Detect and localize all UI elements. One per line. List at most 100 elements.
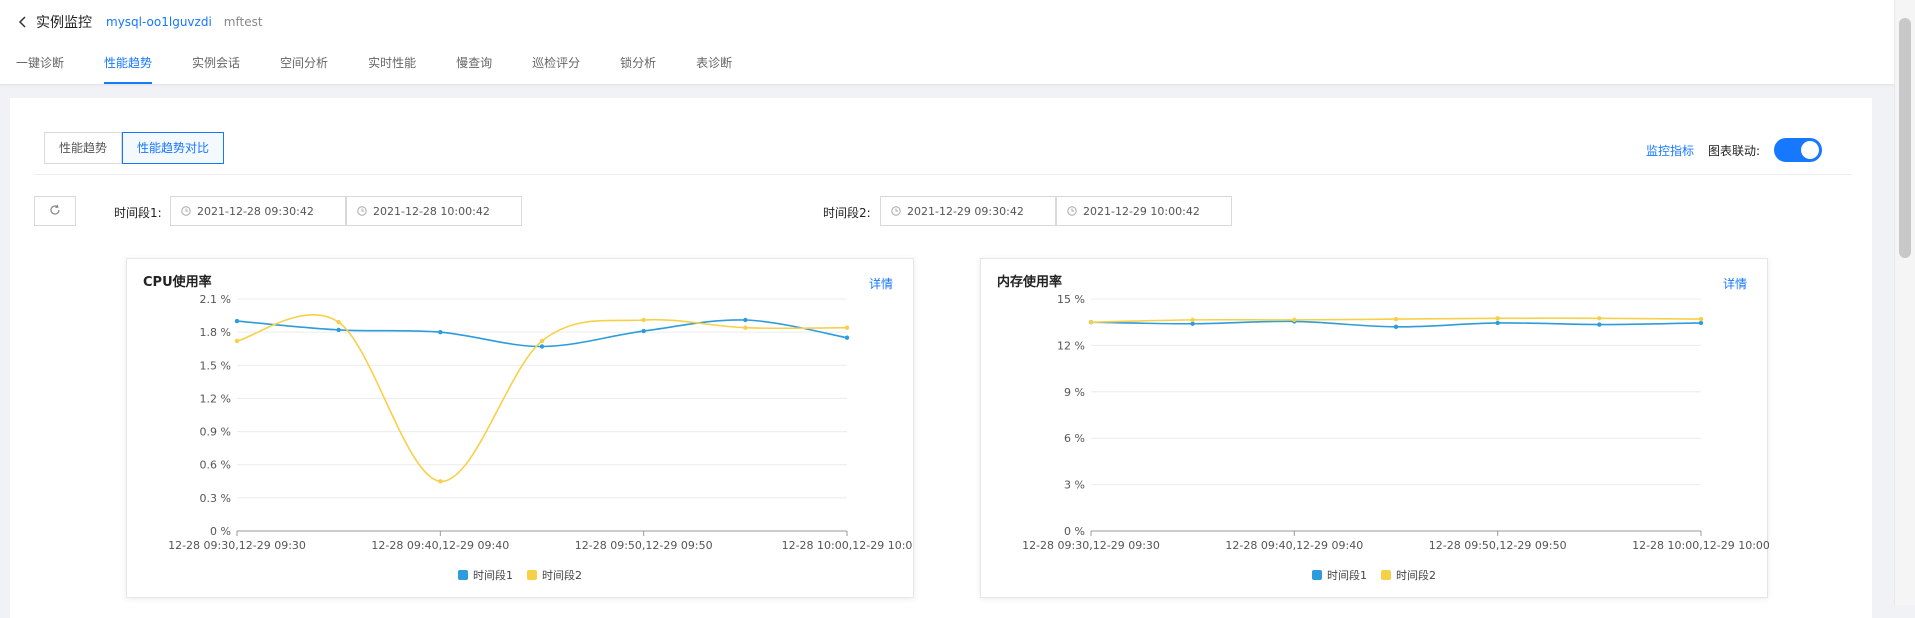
top-header: 实例监控 mysql-oo1lguvzdi mftest 一键诊断 性能趋势 实… [0,0,1895,85]
chart-controls: 监控指标 图表联动: [1472,138,1872,162]
chevron-left-icon[interactable] [16,12,28,32]
range1-label: 时间段1: [114,206,162,220]
y-tick-label: 1.2 % [200,392,231,405]
data-point[interactable] [1698,316,1704,322]
data-point[interactable] [1393,324,1399,330]
range2-start-input[interactable]: 2021-12-29 09:30:42 [880,196,1056,226]
chart-link-label: 图表联动: [1707,143,1760,158]
data-point[interactable] [336,327,341,333]
instance-id[interactable]: mysql-oo1lguvzdi [106,15,212,29]
data-point[interactable] [1393,316,1399,322]
data-point[interactable] [1495,316,1500,321]
data-point[interactable] [1597,322,1602,327]
y-tick-label: 1.5 % [200,359,231,372]
data-point[interactable] [641,317,646,323]
data-point[interactable] [539,344,545,349]
refresh-icon [49,204,61,219]
trend-button[interactable]: 性能趋势 [44,132,123,164]
tab-space-analysis[interactable]: 空间分析 [280,56,329,70]
monitor-metrics-link[interactable]: 监控指标 [1645,143,1694,158]
x-tick-label: 12-28 10:00,12-29 10:00 [1632,539,1769,552]
tab-one-click-diagnosis[interactable]: 一键诊断 [16,56,65,70]
legend-series1[interactable]: 时间段1 [1312,567,1367,583]
divider [34,174,1852,175]
y-tick-label: 1.8 % [200,326,231,339]
clock-icon [1067,206,1077,216]
x-tick-label: 12-28 09:50,12-29 09:50 [1429,539,1567,552]
data-point[interactable] [844,335,850,340]
y-tick-label: 0.6 % [200,459,231,472]
cpu-detail-link[interactable]: 详情 [868,277,893,291]
y-tick-label: 12 % [1057,339,1085,352]
data-point[interactable] [743,317,748,323]
legend-label: 时间段1 [1327,569,1367,582]
data-point[interactable] [1190,321,1195,326]
chart-link-toggle[interactable] [1774,138,1822,162]
data-point[interactable] [844,325,850,330]
x-tick-label: 12-28 09:40,12-29 09:40 [1225,539,1363,552]
legend-swatch [1312,570,1322,580]
y-tick-label: 15 % [1057,293,1085,306]
memory-detail-link[interactable]: 详情 [1722,277,1747,291]
instance-name: mftest [223,15,263,29]
tab-table-diagnosis[interactable]: 表诊断 [696,56,733,70]
tab-lock-analysis[interactable]: 锁分析 [620,56,657,70]
tab-instance-sessions[interactable]: 实例会话 [192,56,241,70]
y-tick-label: 2.1 % [200,293,231,306]
data-point[interactable] [336,320,341,325]
memory-legend: 时间段1 时间段2 [981,567,1767,583]
memory-chart-panel: 内存使用率 详情 0 % 3 % 6 % 9 % 12 % 15 % 12-28 09:30… [980,258,1769,598]
page-scrollbar[interactable] [1894,0,1915,605]
y-tick-label: 6 % [1064,432,1085,445]
y-tick-label: 0.3 % [200,492,231,505]
range2-start-value: 2021-12-29 09:30:42 [907,204,1024,218]
range1-start-input[interactable]: 2021-12-28 09:30:42 [170,196,346,226]
data-point[interactable] [1597,316,1602,321]
memory-chart: 0 % 3 % 6 % 9 % 12 % 15 % 12-28 09:30,12-29 09… [1022,293,1769,552]
range2-label: 时间段2: [823,206,871,220]
tab-realtime-performance[interactable]: 实时性能 [368,56,417,70]
y-tick-label: 0 % [1064,525,1085,538]
data-point[interactable] [438,329,443,335]
x-tick-label: 12-28 10:00,12-29 10:0 [782,539,913,552]
view-mode-switch: 性能趋势 性能趋势对比 [44,132,225,164]
clock-icon [357,206,367,216]
data-point[interactable] [1495,320,1500,326]
refresh-button[interactable] [34,196,76,226]
legend-label: 时间段1 [473,569,513,582]
y-tick-label: 3 % [1064,479,1085,492]
memory-chart-title: 内存使用率 [997,275,1063,290]
tab-inspection-score[interactable]: 巡检评分 [532,56,581,70]
range1-end-input[interactable]: 2021-12-28 10:00:42 [346,196,522,226]
data-point[interactable] [1190,317,1195,323]
cpu-chart: 0 % 0.3 % 0.6 % 0.9 % 1.2 % 1.5 % 1.8 % 2.1 % 12… [168,293,913,552]
legend-series1[interactable]: 时间段1 [458,567,513,583]
data-point[interactable] [743,325,748,330]
x-tick-label: 12-28 09:30,12-29 09:30 [168,539,306,552]
legend-swatch [527,570,537,580]
range2-end-input[interactable]: 2021-12-29 10:00:42 [1056,196,1232,226]
tab-slow-query[interactable]: 慢查询 [456,56,493,70]
legend-series2[interactable]: 时间段2 [527,567,582,583]
tab-performance-trend[interactable]: 性能趋势 [104,54,153,84]
data-point[interactable] [438,479,443,484]
data-point[interactable] [1698,320,1704,326]
trend-compare-button[interactable]: 性能趋势对比 [122,132,225,164]
cpu-chart-panel: CPU使用率 详情 0 % 0.3 % 0.6 % 0.9 % 1.2 % 1.5 % 1.… [126,258,914,598]
legend-series2[interactable]: 时间段2 [1381,567,1436,583]
x-tick-label: 12-28 09:30,12-29 09:30 [1022,539,1160,552]
data-point[interactable] [234,318,240,324]
breadcrumb: 实例监控 mysql-oo1lguvzdi mftest [16,12,263,32]
data-point[interactable] [1292,317,1297,323]
clock-icon [181,206,191,216]
clock-icon [891,206,901,216]
range2-end-value: 2021-12-29 10:00:42 [1083,204,1200,218]
data-point[interactable] [1088,320,1094,325]
cpu-chart-title: CPU使用率 [143,275,212,290]
y-tick-label: 9 % [1064,386,1085,399]
data-point[interactable] [641,328,646,334]
data-point[interactable] [539,338,545,344]
x-tick-label: 12-28 09:40,12-29 09:40 [371,539,509,552]
scrollbar-thumb[interactable] [1899,18,1911,258]
data-point[interactable] [234,338,240,344]
